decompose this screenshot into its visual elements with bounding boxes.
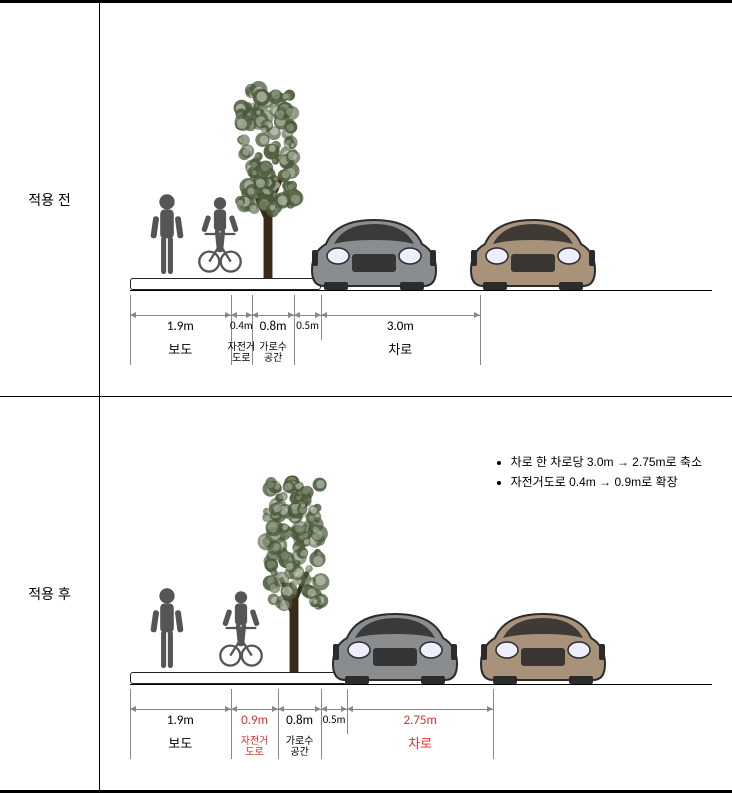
panel: 적용 후배수로	[0, 397, 732, 790]
dimension-label: 차로	[388, 343, 412, 357]
note-item: 자전거도로 0.4m → 0.9m로 확장	[511, 472, 702, 492]
pedestrian-icon	[150, 586, 184, 672]
panel-title: 적용 후	[0, 397, 100, 790]
scene: 배수로	[100, 3, 732, 396]
dimension-value: 3.0m	[387, 319, 414, 334]
dimension-label: 가로수공간	[286, 737, 314, 758]
dimension-label: 보도	[168, 737, 192, 751]
dimension-value: 1.9m	[167, 713, 194, 728]
panel: 적용 전배수로	[0, 3, 732, 397]
pedestrian-icon	[150, 192, 184, 278]
dimension-value: 0.8m	[286, 713, 313, 728]
note-item: 차로 한 차로당 3.0m → 2.75m로 축소	[511, 452, 702, 472]
dimension-value: 0.4m	[230, 319, 253, 332]
dimension-area: 1.9m 보도 0.4m 자전거도로 0.8m 가로수공간 0.5m 3.0m 차로	[130, 291, 712, 396]
dimension-value: 0.8m	[260, 319, 287, 334]
dimension-value: 1.9m	[167, 319, 194, 334]
cyclist-icon	[197, 190, 243, 278]
sidewalk-curb	[130, 278, 321, 290]
dimension-label: 보도	[168, 343, 192, 357]
dimension-value: 0.9m	[241, 713, 268, 728]
dimension-value: 2.75m	[403, 713, 436, 728]
dimension-area: 1.9m 보도 0.9m 자전거도로 0.8m 가로수공간 0.5m 2.75m 차로	[130, 685, 712, 790]
dimension-label: 가로수공간	[259, 343, 287, 364]
dimension-value: 0.5m	[296, 319, 319, 332]
dimension-label: 자전거도로	[227, 343, 255, 364]
car-icon	[304, 210, 444, 290]
dimension-value: 0.5m	[323, 713, 346, 726]
car-icon	[325, 604, 465, 684]
dimension-label: 차로	[408, 737, 432, 751]
scene: 배수로	[100, 397, 732, 790]
sidewalk-curb	[130, 672, 347, 684]
car-icon	[473, 604, 613, 684]
dimension-label: 자전거도로	[241, 737, 269, 758]
car-icon	[463, 210, 603, 290]
panel-title: 적용 전	[0, 3, 100, 396]
notes: 차로 한 차로당 3.0m → 2.75m로 축소자전거도로 0.4m → 0.…	[495, 452, 702, 493]
cyclist-icon	[218, 584, 264, 672]
